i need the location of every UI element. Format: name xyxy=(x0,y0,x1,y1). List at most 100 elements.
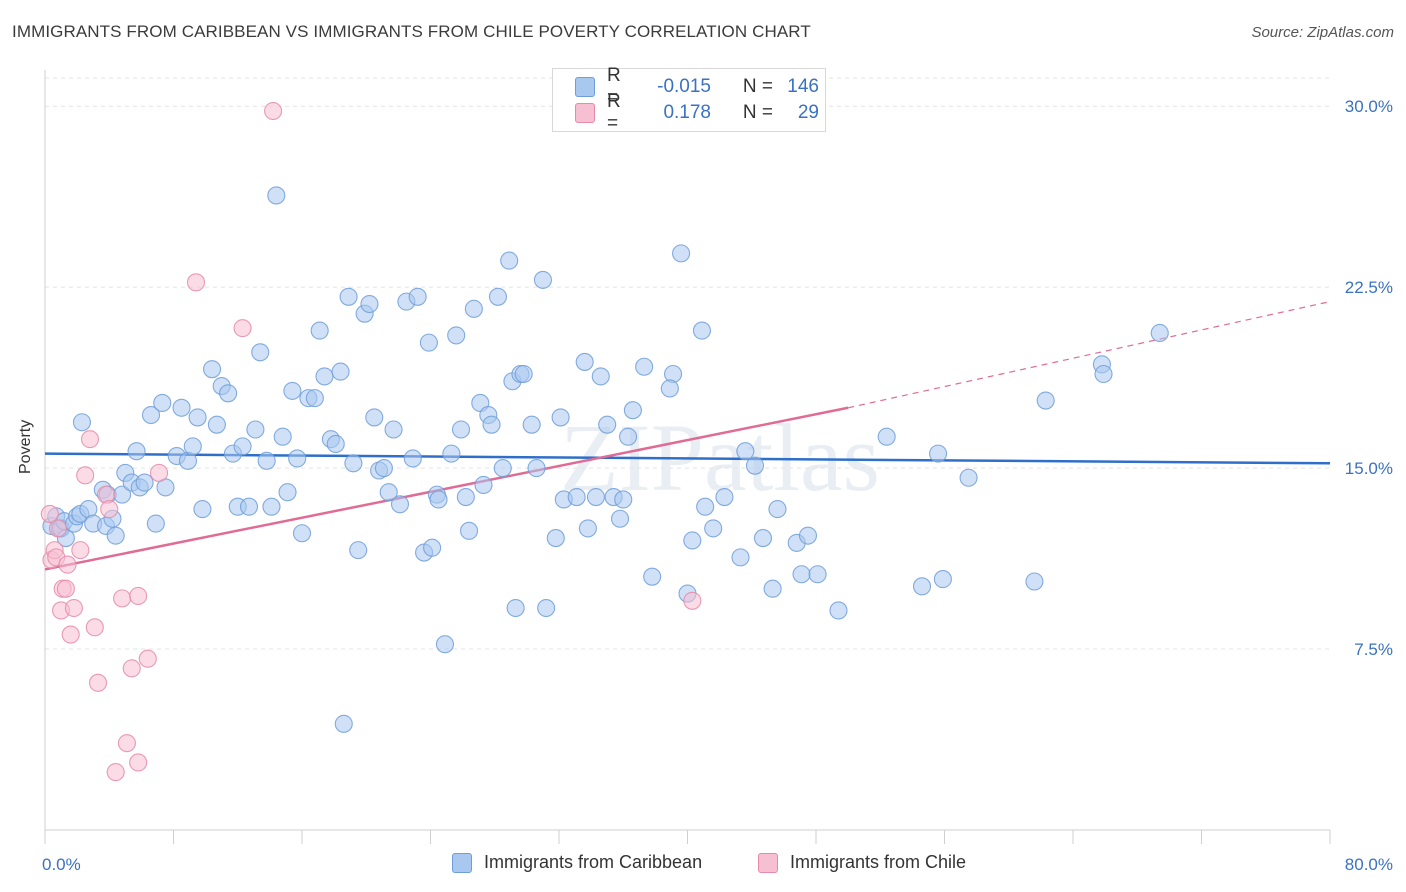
chile-point xyxy=(233,319,252,338)
chile-point xyxy=(186,273,206,292)
caribbean-point xyxy=(527,459,546,478)
caribbean-point xyxy=(239,497,259,516)
caribbean-point xyxy=(257,451,276,470)
chile-point xyxy=(76,466,95,485)
caribbean-point xyxy=(419,333,438,352)
y-tick-label: 30.0% xyxy=(1345,97,1393,116)
caribbean-point xyxy=(193,500,212,519)
caribbean-point xyxy=(488,287,508,306)
caribbean-point xyxy=(305,389,324,408)
chile-point xyxy=(40,504,59,523)
caribbean-point xyxy=(1094,364,1113,384)
caribbean-point xyxy=(423,538,442,557)
trend-lines xyxy=(44,301,1331,571)
chile-point xyxy=(129,586,148,606)
caribbean-point xyxy=(482,415,501,434)
caribbean-point xyxy=(292,524,312,543)
y-tick-label: 7.5% xyxy=(1354,640,1393,659)
chile-point xyxy=(58,555,77,574)
caribbean-point xyxy=(578,519,597,538)
caribbean-point xyxy=(619,427,638,446)
caribbean-trend-line xyxy=(44,452,1331,465)
caribbean-point xyxy=(429,490,448,509)
caribbean-point xyxy=(141,405,161,425)
series-legend: Immigrants from Caribbean Immigrants fro… xyxy=(0,852,1406,878)
r-value: 0.178 xyxy=(663,102,711,123)
legend-label-chile: Immigrants from Chile xyxy=(790,852,967,872)
legend-row-chile: R = 0.178 N = 29 xyxy=(575,91,819,134)
y-tick-label: 22.5% xyxy=(1345,278,1393,297)
caribbean-point xyxy=(408,287,427,306)
caribbean-point xyxy=(643,567,662,586)
caribbean-point xyxy=(614,490,633,509)
caribbean-point xyxy=(326,434,345,454)
legend-item-chile[interactable]: Immigrants from Chile xyxy=(758,852,966,873)
caribbean-point xyxy=(153,393,172,413)
n-value: 29 xyxy=(797,102,819,123)
chile-point xyxy=(64,598,83,618)
caribbean-point xyxy=(464,299,483,318)
chile-point xyxy=(106,763,125,782)
chile-trend-line xyxy=(44,406,849,571)
caribbean-point xyxy=(912,577,932,596)
caribbean-point xyxy=(533,270,552,289)
caribbean-point xyxy=(251,343,270,362)
caribbean-point xyxy=(829,601,848,620)
caribbean-point xyxy=(745,456,765,475)
caribbean-point xyxy=(635,357,654,376)
caribbean-point xyxy=(610,509,630,528)
caribbean-point xyxy=(753,529,773,548)
caribbean-point xyxy=(1036,391,1055,410)
chile-point xyxy=(138,649,157,668)
caribbean-point xyxy=(442,444,461,463)
caribbean-point xyxy=(877,427,896,446)
caribbean-point xyxy=(808,565,827,584)
source-credit: Source: ZipAtlas.com xyxy=(1251,24,1394,41)
chile-point xyxy=(56,579,75,598)
caribbean-point xyxy=(183,437,202,456)
x-tick-label: 0.0% xyxy=(42,855,81,874)
caribbean-point xyxy=(551,408,570,427)
caribbean-point xyxy=(929,444,948,463)
caribbean-point xyxy=(493,459,512,478)
caribbean-point xyxy=(731,548,750,567)
caribbean-point xyxy=(1025,572,1044,591)
caribbean-point xyxy=(334,714,353,733)
caribbean-point xyxy=(623,401,642,420)
chile-point xyxy=(100,500,119,519)
caribbean-point xyxy=(736,442,755,461)
legend-row-caribbean: R = -0.015 N = 146 xyxy=(575,65,819,108)
tick-labels: 7.5% 15.0% 22.5% 30.0% 0.0% 80.0% xyxy=(42,97,1393,874)
y-tick-label: 15.0% xyxy=(1345,459,1393,478)
r-label: R = xyxy=(607,65,621,108)
data-points xyxy=(40,101,1169,782)
caribbean-point xyxy=(403,449,422,468)
caribbean-point xyxy=(349,541,368,560)
chile-point xyxy=(264,101,283,121)
caribbean-point xyxy=(567,487,586,507)
caribbean-point xyxy=(768,500,787,519)
caribbean-point xyxy=(792,565,811,584)
chile-point xyxy=(71,541,90,560)
chile-point xyxy=(117,734,136,753)
legend-item-caribbean[interactable]: Immigrants from Caribbean xyxy=(452,852,702,873)
y-axis-label: Poverty xyxy=(17,419,34,474)
caribbean-point xyxy=(763,579,782,598)
legend-label-caribbean: Immigrants from Caribbean xyxy=(484,852,703,872)
caribbean-point xyxy=(310,321,329,340)
caribbean-point xyxy=(586,487,605,507)
legend-swatch-chile xyxy=(575,103,595,123)
x-tick-label: 80.0% xyxy=(1345,855,1393,874)
caribbean-point xyxy=(207,415,226,434)
chile-point xyxy=(88,673,108,692)
chile-point xyxy=(122,659,141,678)
n-value: 146 xyxy=(787,76,819,97)
caribbean-point xyxy=(591,367,610,386)
chile-point xyxy=(129,753,148,772)
caribbean-point xyxy=(798,526,818,545)
caribbean-point xyxy=(384,420,403,439)
caribbean-point xyxy=(172,398,191,417)
caribbean-point xyxy=(660,379,679,398)
caribbean-point xyxy=(447,326,466,345)
